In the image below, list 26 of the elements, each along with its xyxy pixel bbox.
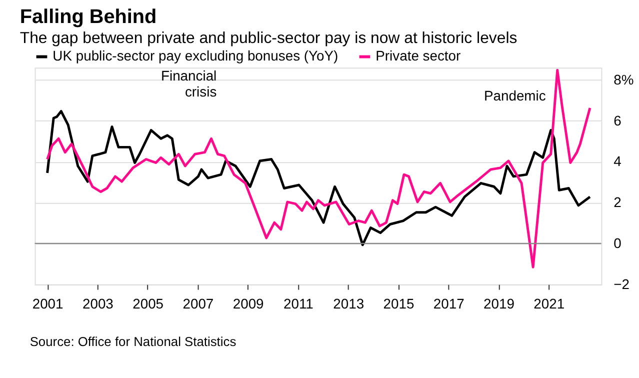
x-tick-label: 2001 <box>32 296 64 312</box>
annotation: Financial crisis <box>160 68 217 100</box>
x-tick-label: 2011 <box>284 296 314 312</box>
x-tick-label: 2017 <box>433 296 465 312</box>
source-note: Source: Office for National Statistics <box>30 334 236 349</box>
x-tick-label: 2003 <box>82 296 114 312</box>
legend-label: Private sector <box>376 48 462 64</box>
y-tick-label: 4 <box>614 153 622 170</box>
x-tick-label: 2021 <box>534 296 565 312</box>
legend-label: UK public-sector pay excluding bonuses (YoY) <box>52 48 338 64</box>
y-tick-label: 2 <box>614 194 622 210</box>
line-series <box>46 68 592 268</box>
y-tick-label: 6 <box>614 112 622 128</box>
x-tick-label: 2013 <box>333 296 364 312</box>
y-tick-label: −2 <box>614 276 630 292</box>
x-tick-label: 2019 <box>484 296 515 312</box>
line-series <box>46 110 592 246</box>
annotation: Pandemic <box>484 87 546 104</box>
chart-subtitle: The gap between private and public-sector pay is now at historic levels <box>20 30 518 47</box>
x-tick-label: 2007 <box>182 296 214 312</box>
x-tick-label: 2009 <box>232 296 264 312</box>
x-tick-label: 2005 <box>132 296 164 312</box>
x-tick-label: 2015 <box>383 296 414 312</box>
chart-title: Falling Behind <box>20 6 157 28</box>
y-tick-label: 8% <box>614 71 634 88</box>
y-tick-label: 0 <box>614 234 622 251</box>
